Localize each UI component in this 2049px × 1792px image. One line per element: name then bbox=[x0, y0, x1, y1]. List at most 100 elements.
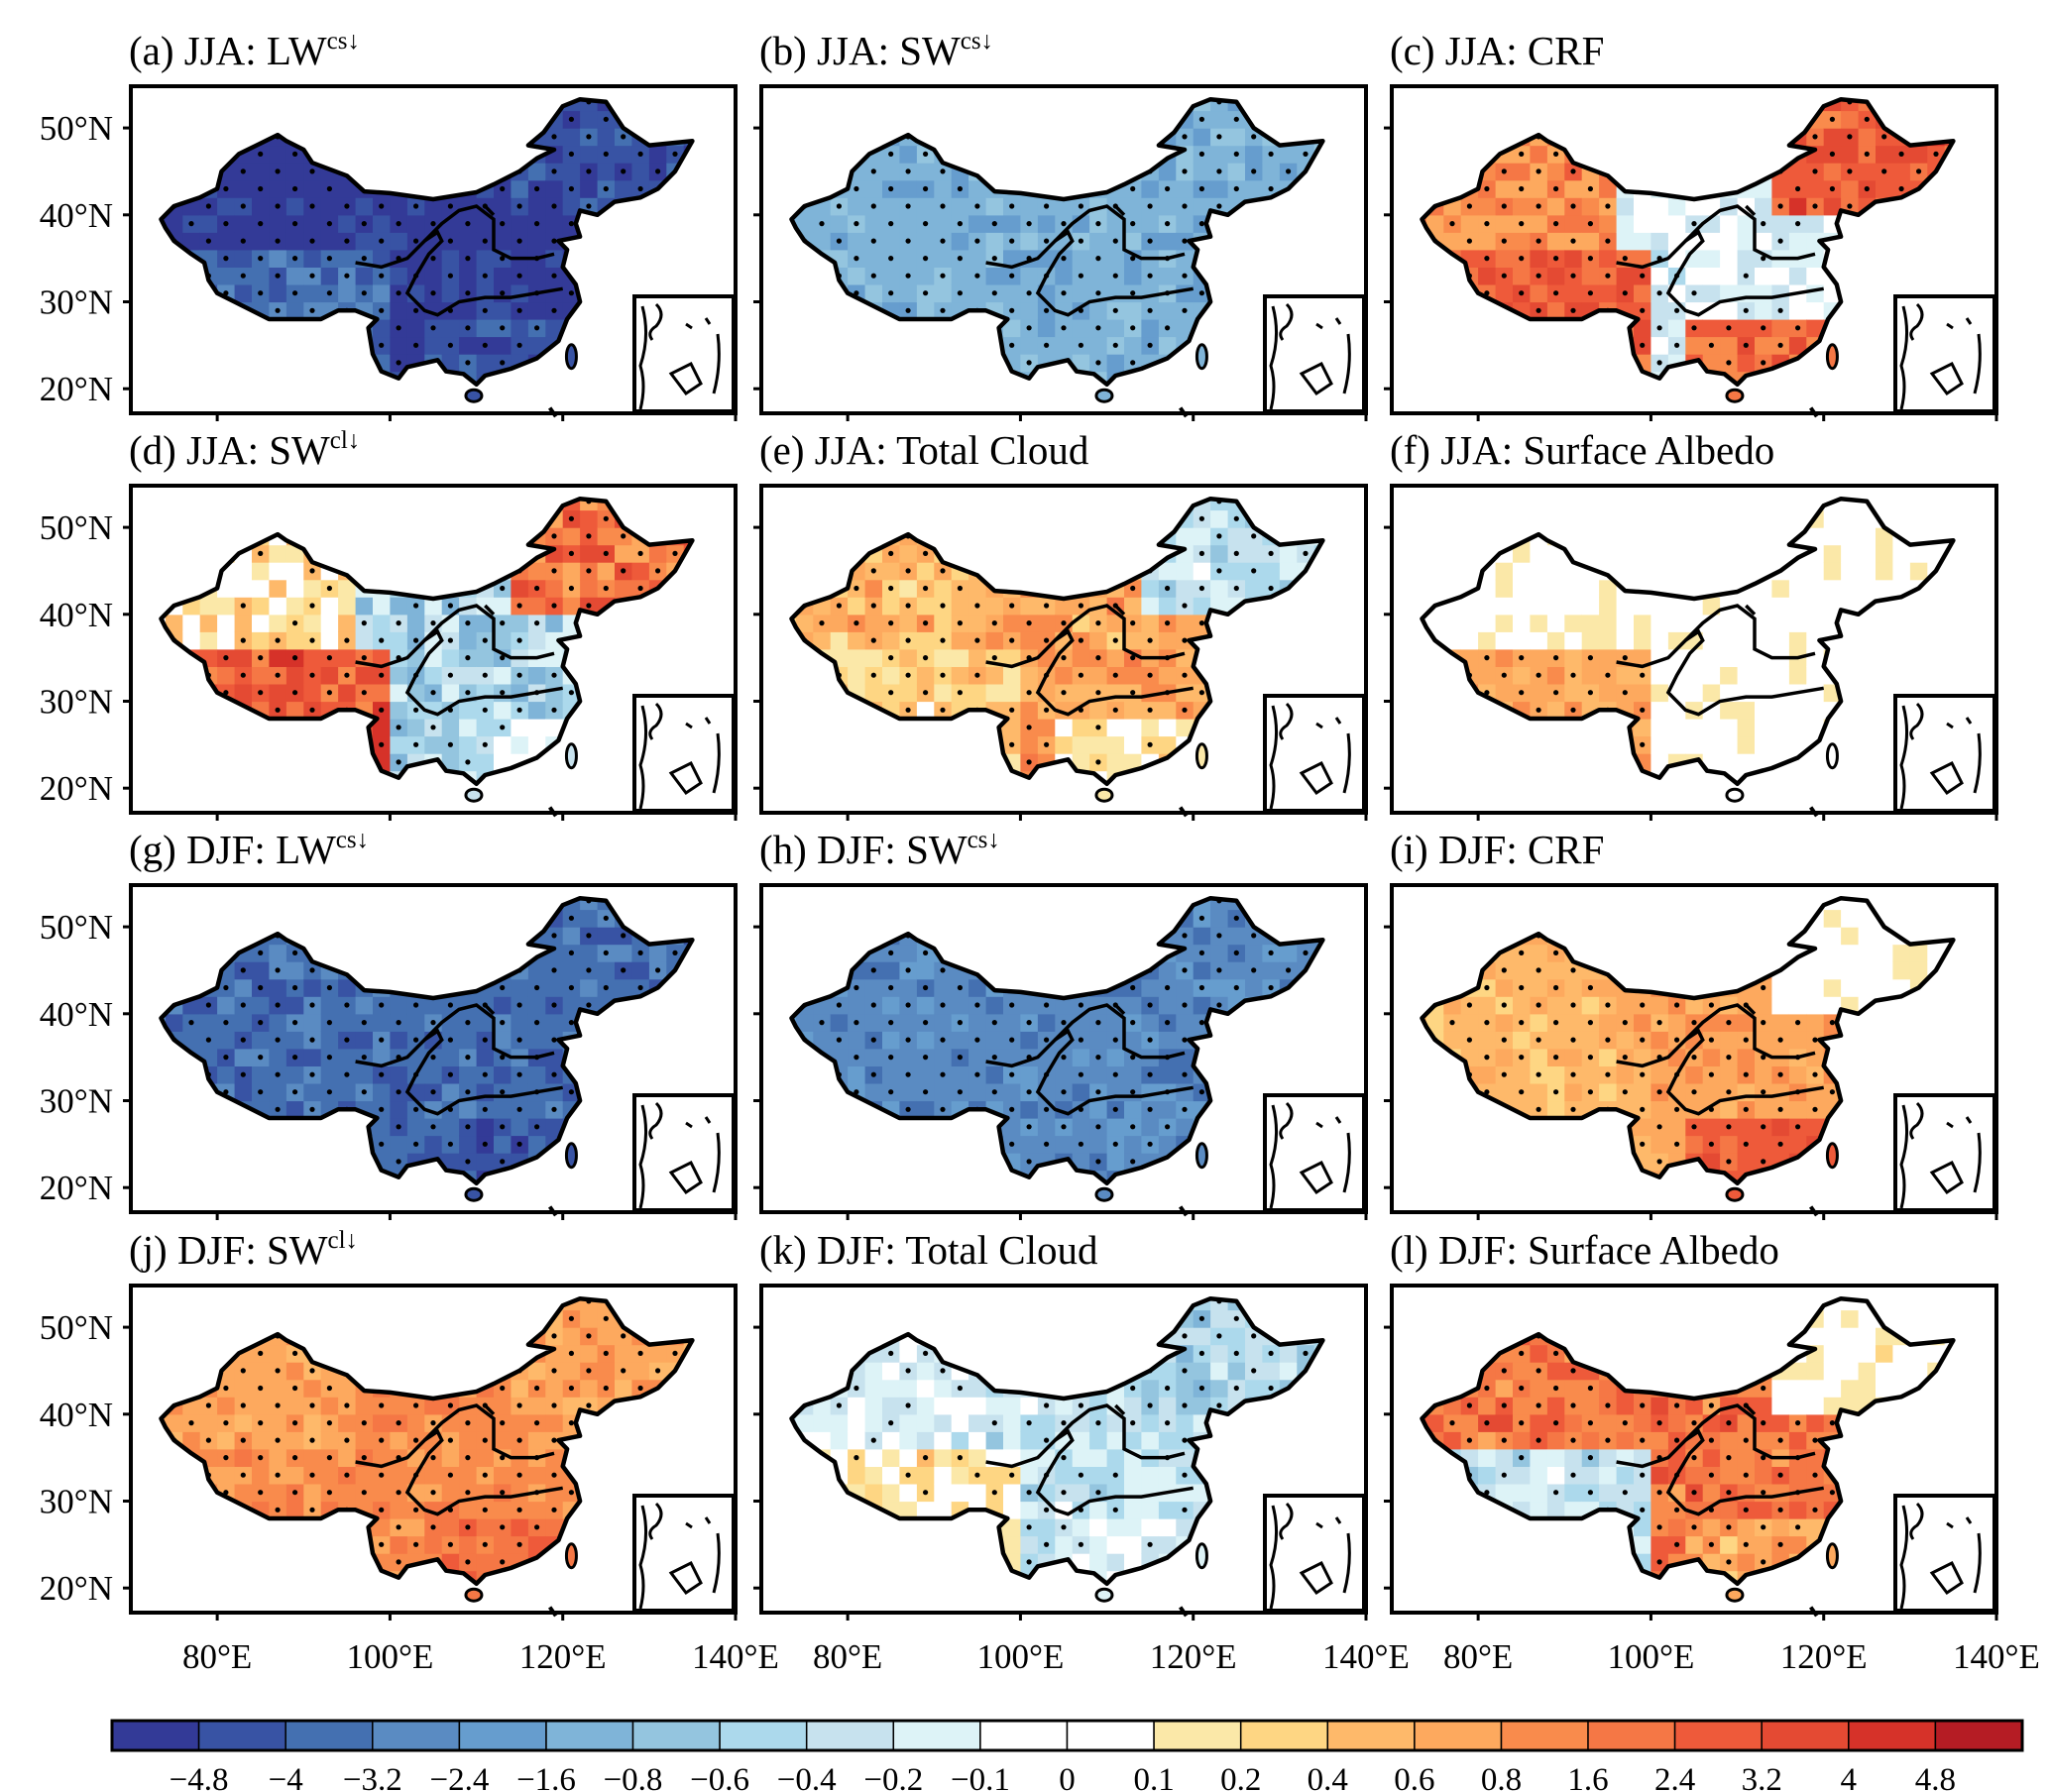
grid-cell bbox=[182, 509, 201, 528]
grid-cell bbox=[813, 267, 832, 285]
grid-cell bbox=[1313, 267, 1323, 285]
grid-cell bbox=[791, 527, 797, 546]
grid-cell bbox=[985, 562, 1004, 581]
significance-dot bbox=[1251, 637, 1257, 643]
significance-dot bbox=[1165, 585, 1171, 592]
significance-dot bbox=[802, 307, 808, 313]
grid-cell bbox=[1513, 336, 1531, 355]
significance-dot bbox=[991, 325, 997, 331]
significance-dot bbox=[923, 585, 929, 592]
significance-dot bbox=[905, 168, 911, 174]
significance-dot bbox=[1009, 273, 1015, 279]
grid-cell bbox=[234, 614, 253, 632]
grid-cell bbox=[1176, 249, 1195, 268]
map-frame bbox=[129, 484, 738, 815]
grid-cell bbox=[968, 389, 986, 406]
grid-cell bbox=[217, 336, 236, 355]
grid-cell bbox=[1702, 163, 1721, 181]
grid-cell bbox=[1530, 579, 1548, 598]
significance-dot bbox=[1165, 794, 1170, 799]
grid-cell bbox=[459, 701, 478, 720]
grid-cell bbox=[1176, 389, 1194, 406]
grid-cell bbox=[252, 371, 270, 385]
significance-dot bbox=[1536, 203, 1541, 209]
grid-cell bbox=[1755, 301, 1772, 320]
grid-cell bbox=[338, 544, 357, 563]
grid-cell bbox=[1055, 267, 1074, 285]
grid-cell bbox=[985, 631, 1004, 650]
grid-cell bbox=[830, 319, 849, 338]
grid-cell bbox=[269, 735, 287, 754]
grid-cell bbox=[441, 753, 460, 772]
grid-cell bbox=[882, 735, 900, 754]
grid-cell bbox=[899, 336, 918, 355]
grid-cell bbox=[1089, 267, 1108, 285]
grid-cell bbox=[1227, 719, 1246, 737]
grid-cell bbox=[1106, 99, 1125, 112]
grid-cell bbox=[666, 249, 685, 268]
hainan-island bbox=[464, 388, 484, 403]
significance-dot bbox=[621, 203, 626, 209]
grid-cell bbox=[1037, 163, 1056, 181]
grid-cell bbox=[1564, 319, 1583, 338]
grid-cell bbox=[1667, 128, 1686, 147]
grid-cell bbox=[1279, 648, 1298, 667]
grid-cell bbox=[1141, 544, 1160, 563]
significance-dot bbox=[621, 168, 626, 174]
grid-cell bbox=[1616, 597, 1635, 616]
grid-cell bbox=[373, 284, 391, 303]
grid-cell bbox=[1737, 214, 1756, 233]
grid-cell bbox=[269, 110, 287, 129]
grid-cell bbox=[1020, 301, 1039, 320]
grid-cell bbox=[830, 719, 849, 737]
significance-dot bbox=[836, 776, 842, 782]
grid-cell bbox=[1020, 99, 1039, 112]
grid-cell bbox=[424, 371, 443, 385]
significance-dot bbox=[1432, 99, 1438, 105]
grid-cell bbox=[269, 179, 287, 198]
grid-cell bbox=[1737, 753, 1756, 772]
significance-dot bbox=[1501, 238, 1507, 244]
significance-dot bbox=[1198, 515, 1204, 521]
grid-cell bbox=[1546, 163, 1565, 181]
significance-dot bbox=[223, 325, 229, 331]
grid-cell bbox=[899, 499, 918, 511]
significance-dot bbox=[1319, 637, 1323, 643]
grid-cell bbox=[615, 614, 632, 632]
grid-cell bbox=[217, 99, 236, 112]
grid-cell bbox=[1245, 770, 1263, 784]
significance-dot bbox=[1061, 221, 1067, 227]
grid-cell bbox=[615, 301, 632, 320]
grid-cell bbox=[1806, 284, 1825, 303]
grid-cell bbox=[985, 527, 1004, 546]
grid-cell bbox=[848, 499, 866, 511]
grid-cell bbox=[1279, 145, 1298, 164]
grid-cell bbox=[1685, 527, 1704, 546]
grid-cell bbox=[899, 684, 918, 703]
grid-cell bbox=[1858, 371, 1877, 385]
grid-cell bbox=[407, 389, 425, 406]
grid-cell bbox=[1141, 719, 1160, 737]
grid-cell bbox=[848, 110, 866, 129]
grid-cell bbox=[217, 753, 236, 772]
significance-dot bbox=[309, 672, 315, 678]
grid-cell bbox=[864, 735, 883, 754]
grid-cell bbox=[476, 110, 495, 129]
grid-cell bbox=[355, 499, 374, 511]
grid-cell bbox=[1478, 527, 1497, 546]
grid-cell bbox=[615, 631, 632, 650]
significance-dot bbox=[516, 637, 522, 643]
significance-dot bbox=[940, 672, 946, 678]
significance-dot bbox=[1795, 394, 1800, 399]
significance-dot bbox=[1416, 290, 1421, 295]
significance-dot bbox=[1198, 151, 1204, 157]
grid-cell bbox=[1634, 719, 1651, 737]
significance-dot bbox=[396, 151, 401, 157]
grid-cell bbox=[1227, 163, 1246, 181]
significance-dot bbox=[905, 741, 911, 747]
significance-dot bbox=[465, 151, 471, 157]
grid-cell bbox=[269, 99, 287, 112]
grid-cell bbox=[1003, 666, 1021, 685]
grid-cell bbox=[441, 562, 460, 581]
grid-cell bbox=[1530, 179, 1548, 198]
